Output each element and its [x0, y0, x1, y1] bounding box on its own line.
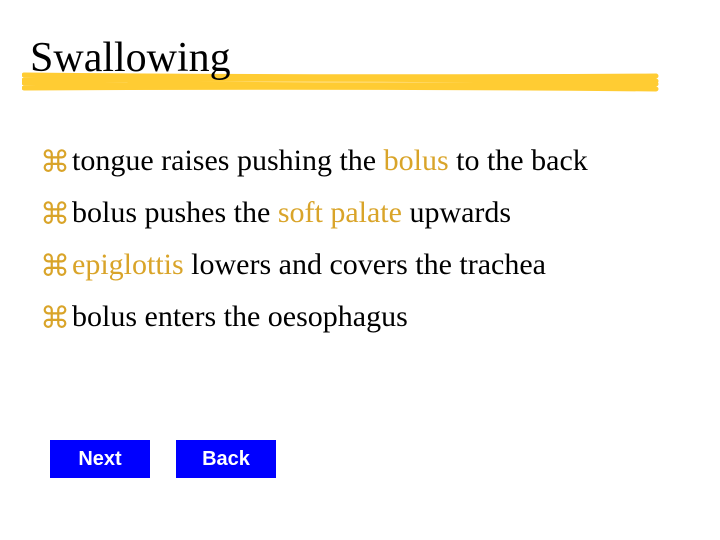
highlight-term: soft palate	[278, 196, 402, 229]
command-key-icon: ⌘	[40, 145, 70, 181]
command-key-icon: ⌘	[40, 249, 70, 285]
next-button[interactable]: Next	[50, 440, 150, 478]
command-key-icon: ⌘	[40, 301, 70, 337]
highlight-term: bolus	[384, 144, 449, 177]
bullet-list: ⌘tongue raises pushing the bolus to the …	[40, 140, 680, 348]
bullet-text: bolus pushes the soft palate upwards	[72, 192, 680, 234]
bullet-item: ⌘tongue raises pushing the bolus to the …	[40, 140, 680, 182]
bullet-item: ⌘bolus enters the oesophagus	[40, 296, 680, 338]
slide: Swallowing ⌘tongue raises pushing the bo…	[0, 0, 720, 540]
back-button[interactable]: Back	[176, 440, 276, 478]
command-key-icon: ⌘	[40, 197, 70, 233]
bullet-item: ⌘epiglottis lowers and covers the trache…	[40, 244, 680, 286]
bullet-item: ⌘bolus pushes the soft palate upwards	[40, 192, 680, 234]
bullet-text: epiglottis lowers and covers the trachea	[72, 244, 680, 286]
button-row: Next Back	[50, 440, 276, 478]
highlight-term: epiglottis	[72, 248, 184, 281]
bullet-text: bolus enters the oesophagus	[72, 296, 680, 338]
slide-title: Swallowing	[30, 34, 231, 82]
bullet-text: tongue raises pushing the bolus to the b…	[72, 140, 680, 182]
